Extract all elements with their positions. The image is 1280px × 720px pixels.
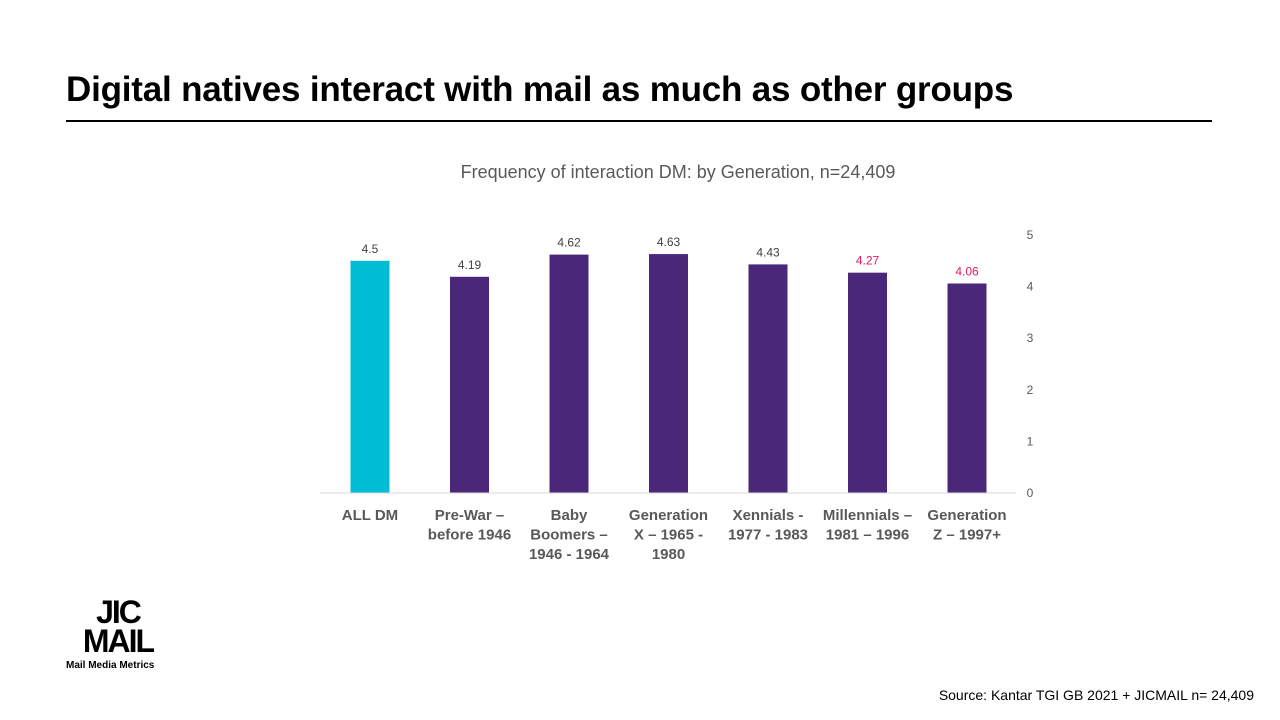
value-label-2: 4.62	[557, 236, 581, 250]
logo-tagline: Mail Media Metrics	[66, 660, 155, 671]
bar-2	[549, 254, 589, 493]
category-label-line: 1946 - 1964	[529, 546, 610, 563]
category-label-line: ALL DM	[342, 507, 398, 524]
category-label-line: Z – 1997+	[933, 527, 1001, 544]
bar-5	[848, 272, 887, 493]
y-tick-label-2: 2	[1027, 383, 1034, 397]
category-label-3: Generation X – 1965 - 1980	[629, 507, 708, 563]
value-label-4: 4.43	[756, 245, 780, 259]
category-label-0: ALL DM	[342, 507, 398, 524]
slide-title: Digital natives interact with mail as mu…	[66, 70, 1014, 109]
bar-3	[649, 254, 688, 493]
category-label-line: 1981 – 1996	[826, 527, 909, 544]
category-label-line: Generation	[927, 507, 1006, 524]
category-label-5: Millennials – 1981 – 1996	[823, 507, 912, 544]
category-label-6: Generation Z – 1997+	[927, 507, 1006, 544]
y-tick-label-1: 1	[1027, 434, 1034, 448]
category-label-4: Xennials - 1977 - 1983	[728, 507, 808, 544]
source-note: Source: Kantar TGI GB 2021 + JICMAIL n= …	[938, 687, 1254, 703]
y-tick-label-3: 3	[1027, 331, 1034, 345]
category-label-line: 1980	[652, 546, 685, 563]
title-divider	[66, 120, 1212, 122]
bar-4	[748, 264, 788, 493]
logo-line1: JIC	[96, 594, 142, 630]
category-label-line: Pre-War –	[435, 507, 504, 524]
category-label-line: X – 1965 -	[634, 527, 703, 544]
category-label-line: Xennials -	[733, 507, 804, 524]
logo-mark: JIC MAIL	[78, 594, 158, 659]
value-label-0: 4.5	[362, 242, 379, 256]
bar-6	[947, 283, 987, 493]
value-label-5: 4.27	[856, 254, 880, 268]
category-label-line: 1977 - 1983	[728, 527, 808, 544]
y-tick-label-0: 0	[1027, 486, 1034, 500]
category-label-line: before 1946	[428, 527, 511, 544]
category-label-line: Boomers –	[530, 527, 608, 544]
value-label-6: 4.06	[955, 265, 979, 279]
logo-line2: MAIL	[82, 622, 155, 659]
category-label-line: Millennials –	[823, 507, 912, 524]
value-label-1: 4.19	[458, 258, 482, 272]
bar-1	[450, 276, 489, 493]
category-label-1: Pre-War – before 1946	[428, 507, 511, 544]
value-label-3: 4.63	[657, 235, 681, 249]
category-label-line: Baby	[551, 507, 588, 524]
bar-0	[350, 260, 390, 493]
jicmail-logo: JIC MAIL Mail Media Metrics	[66, 594, 176, 678]
chart-title: Frequency of interaction DM: by Generati…	[461, 162, 896, 182]
y-tick-label-5: 5	[1027, 228, 1034, 242]
y-tick-label-4: 4	[1027, 280, 1034, 294]
category-label-line: Generation	[629, 507, 708, 524]
bar-chart: Frequency of interaction DM: by Generati…	[320, 162, 1034, 563]
category-label-2: Baby Boomers – 1946 - 1964	[529, 507, 610, 563]
